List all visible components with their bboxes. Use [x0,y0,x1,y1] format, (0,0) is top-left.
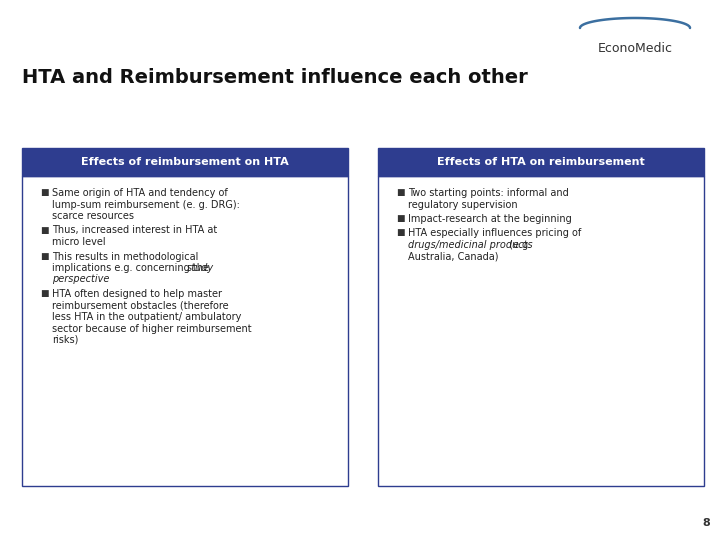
Text: 8: 8 [702,518,710,528]
Text: HTA especially influences pricing of: HTA especially influences pricing of [408,228,581,239]
Text: scarce resources: scarce resources [52,211,134,221]
Text: Thus, increased interest in HTA at: Thus, increased interest in HTA at [52,226,217,235]
Bar [22,148,348,176]
Bar [22,176,348,486]
Text: lump-sum reimbursement (e. g. DRG):: lump-sum reimbursement (e. g. DRG): [52,199,240,210]
Text: Two starting points: informal and: Two starting points: informal and [408,188,569,198]
Text: HTA often designed to help master: HTA often designed to help master [52,289,222,299]
Text: HTA and Reimbursement influence each other: HTA and Reimbursement influence each oth… [22,68,528,87]
Text: ■: ■ [40,252,48,260]
Text: risks): risks) [52,335,78,345]
Text: drugs/medicinal products: drugs/medicinal products [408,240,533,250]
Text: ■: ■ [40,188,48,197]
Text: regulatory supervision: regulatory supervision [408,199,518,210]
Text: (e.g.: (e.g. [506,240,531,250]
Text: Same origin of HTA and tendency of: Same origin of HTA and tendency of [52,188,231,198]
Text: implications e.g. concerning the: implications e.g. concerning the [52,263,212,273]
Text: less HTA in the outpatient/ ambulatory: less HTA in the outpatient/ ambulatory [52,312,241,322]
Text: sector because of higher reimbursement: sector because of higher reimbursement [52,323,251,334]
Text: Impact-research at the beginning: Impact-research at the beginning [408,214,572,224]
Text: perspective: perspective [52,274,109,285]
Text: EconoMedic: EconoMedic [598,42,672,55]
Text: Effects of reimbursement on HTA: Effects of reimbursement on HTA [81,157,289,167]
Bar [378,176,704,486]
Text: ■: ■ [40,226,48,234]
Text: Effects of HTA on reimbursement: Effects of HTA on reimbursement [437,157,645,167]
Text: ■: ■ [396,214,405,223]
Text: ■: ■ [40,289,48,298]
Text: micro level: micro level [52,237,106,247]
Bar [378,148,704,176]
Text: Australia, Canada): Australia, Canada) [408,252,498,261]
Text: study: study [187,263,215,273]
Text: This results in methodological: This results in methodological [52,252,199,261]
Text: ■: ■ [396,188,405,197]
Text: reimbursement obstacles (therefore: reimbursement obstacles (therefore [52,300,229,310]
Text: ■: ■ [396,228,405,238]
